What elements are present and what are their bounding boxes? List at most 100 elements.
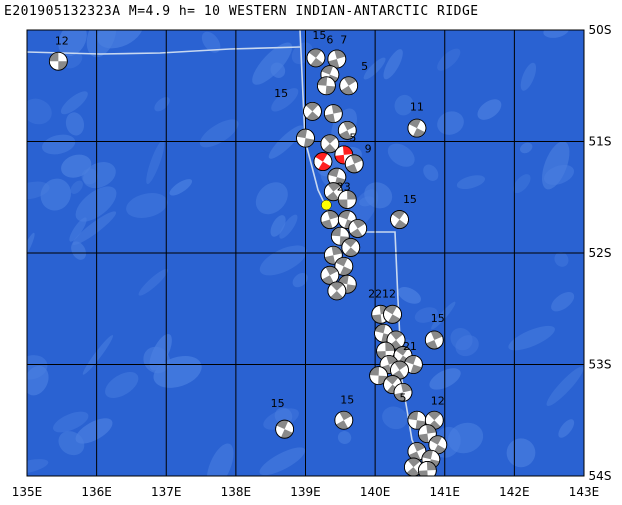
- latitude-label: 53S: [589, 358, 612, 372]
- bathymetry-patch: [252, 42, 293, 85]
- focal-mechanism: [327, 167, 347, 187]
- focal-mechanism: [390, 210, 409, 229]
- bathymetry-patch: [456, 175, 486, 190]
- bathymetry-patch: [450, 327, 473, 351]
- bathymetry-patch: [146, 139, 165, 185]
- bathymetry-patch: [65, 112, 85, 136]
- depth-label: 5: [349, 132, 356, 145]
- bathymetry-patch: [58, 30, 87, 57]
- bathymetry-patch: [105, 371, 139, 399]
- bathymetry-patch: [508, 325, 555, 351]
- longitude-label: 138E: [221, 485, 252, 499]
- depth-label: 23: [337, 181, 351, 194]
- bathymetry-patch: [437, 48, 461, 71]
- epicenter-marker: [321, 199, 332, 211]
- map-frame: [26, 29, 585, 477]
- focal-mechanism: [369, 366, 389, 386]
- longitude-label: 136E: [81, 485, 112, 499]
- bathymetry-patch: [41, 134, 76, 155]
- focal-mechanism: [386, 330, 406, 350]
- depth-label: 21: [403, 340, 417, 353]
- depth-label: 12: [431, 395, 445, 408]
- bathymetry-patch: [383, 49, 403, 80]
- bathymetry-patch: [60, 91, 88, 115]
- focal-mechanism: [339, 76, 359, 96]
- longitude-label: 142E: [499, 485, 530, 499]
- focal-mechanism: [417, 461, 437, 476]
- focal-mechanism: [393, 382, 413, 402]
- map-title: E201905132323A M=4.9 h= 10 WESTERN INDIA…: [4, 4, 479, 19]
- bathymetry-patch: [69, 217, 87, 242]
- bathymetry-patch: [75, 186, 117, 222]
- focal-mechanism: [344, 154, 364, 174]
- focal-mechanism: [390, 360, 409, 380]
- bathymetry-patch: [40, 178, 72, 211]
- bathymetry-patch: [477, 99, 502, 120]
- depth-label: 5: [399, 391, 406, 404]
- depth-label: 15: [274, 87, 288, 100]
- depth-label: 7: [340, 33, 347, 46]
- depth-label: 15: [340, 394, 354, 407]
- depth-label: 15: [431, 312, 445, 325]
- focal-mechanism: [323, 104, 343, 124]
- depth-label: 12: [382, 288, 396, 301]
- bathymetry-patch: [138, 268, 169, 296]
- bathymetry-patch: [543, 30, 569, 38]
- focal-mechanism: [316, 76, 336, 96]
- focal-mechanism: [296, 128, 315, 148]
- bathymetry-patch: [201, 31, 221, 53]
- bathymetry-patch: [27, 459, 49, 474]
- bathymetry-patch: [363, 57, 386, 80]
- depth-label: 15: [271, 397, 285, 410]
- bathymetry-patch: [364, 182, 393, 209]
- focal-mechanism: [320, 134, 340, 154]
- focal-mechanism: [327, 281, 347, 301]
- latitude-label: 52S: [589, 246, 612, 260]
- focal-mechanism: [303, 101, 322, 121]
- bathymetry-patch: [423, 164, 439, 181]
- longitude-label: 139E: [290, 485, 321, 499]
- bathymetry-patch: [86, 30, 117, 58]
- longitude-label: 135E: [12, 485, 43, 499]
- bathymetry-patch: [126, 193, 168, 218]
- bathymetry-patch: [520, 62, 537, 91]
- bathymetry-patch: [255, 182, 288, 215]
- axis-labels: 135E 136E 137E 138E 139E 140E 141E 142E 143E 50S 5…: [12, 23, 612, 499]
- bathymetry-patch: [437, 111, 464, 135]
- depth-label: 22: [368, 288, 382, 301]
- depth-label: 9: [365, 143, 372, 156]
- focal-mechanism: [407, 442, 427, 461]
- focal-mechanism: [48, 51, 68, 71]
- bathymetry-patch: [271, 88, 299, 112]
- bathymetry-patch: [199, 119, 239, 148]
- bathymetry-patch: [279, 214, 298, 239]
- focal-mechanism: [334, 256, 354, 276]
- bathymetry-patch: [75, 418, 113, 444]
- longitude-label: 141E: [430, 485, 461, 499]
- bathymetry-patch: [27, 365, 49, 396]
- focal-mechanism: [428, 435, 448, 455]
- bathymetry-patch: [554, 251, 569, 267]
- longitude-label: 137E: [151, 485, 182, 499]
- focal-mechanism: [275, 419, 295, 439]
- longitude-label: 143E: [569, 485, 600, 499]
- focal-mechanism: [348, 219, 368, 238]
- bathymetry-patch: [519, 142, 533, 154]
- focal-mechanism: [404, 355, 423, 374]
- bathymetry-patch: [558, 419, 575, 438]
- bathymetry-patch: [83, 162, 116, 189]
- bathymetry-patch: [53, 411, 89, 433]
- focal-mechanism: [424, 330, 444, 350]
- focal-mechanism: [337, 190, 357, 209]
- bathymetry-patch: [546, 366, 584, 407]
- focal-mechanism: [407, 118, 427, 138]
- bathymetry-patch: [71, 241, 87, 260]
- bathymetry-layer: [27, 30, 584, 476]
- bathymetry-patch: [72, 211, 117, 245]
- focal-mechanism: [320, 210, 340, 229]
- mechanism-layer: [48, 48, 448, 476]
- bathymetry-patch: [27, 181, 50, 200]
- bathymetry-patch: [506, 438, 536, 468]
- bathymetry-patch: [268, 125, 304, 159]
